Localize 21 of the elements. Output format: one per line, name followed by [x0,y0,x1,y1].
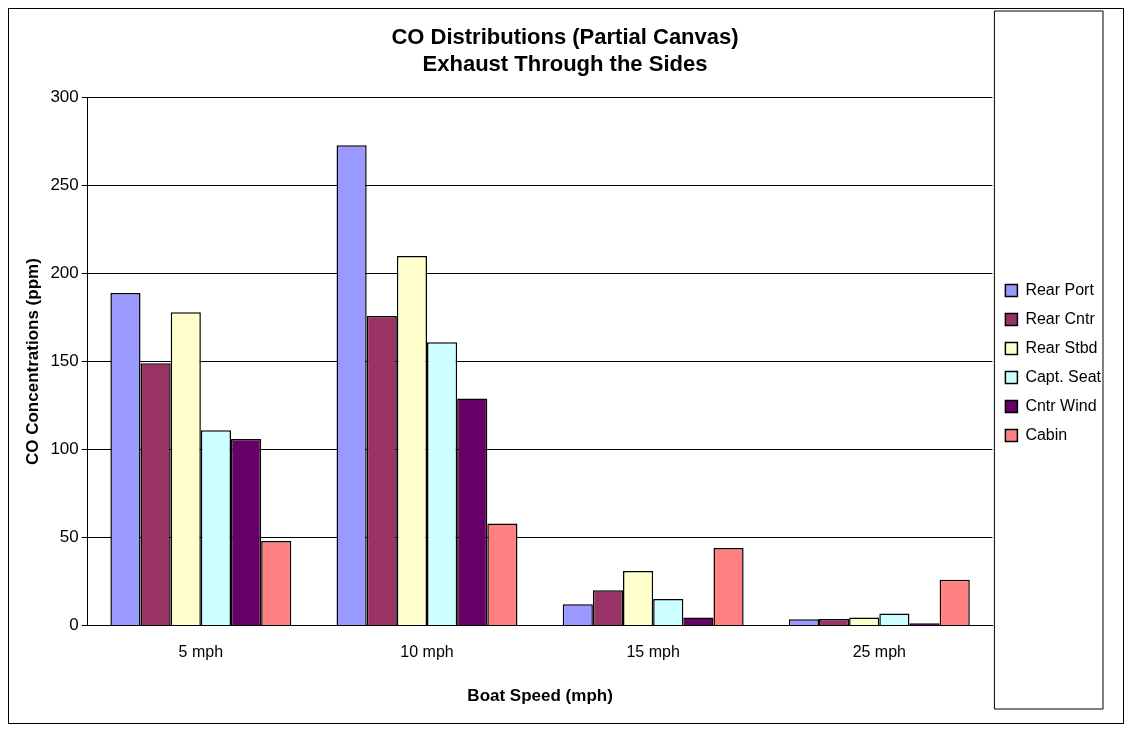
y-tick-label: 300 [50,87,79,107]
y-tick-label: 50 [59,527,79,547]
y-tick-label: 150 [50,351,79,371]
x-tick-label: 5 mph [178,643,224,661]
chart-subtitle: Exhaust Through the Sides [422,50,708,76]
x-tick-label: 25 mph [852,643,907,661]
legend-label: Cntr Wind [1025,396,1097,414]
legend-label: Capt. Seat [1025,367,1102,385]
y-tick-label: 200 [50,263,79,283]
legend-label: Rear Stbd [1025,338,1098,356]
chart-title: CO Distributions (Partial Canvas) [391,24,739,50]
x-axis-title: Boat Speed (mph) [467,686,613,706]
y-tick-label: 250 [50,175,79,195]
y-tick-label: 100 [50,439,79,459]
x-tick-label: 10 mph [400,643,454,661]
legend-label: Cabin [1025,425,1068,443]
legend-label: Rear Port [1025,280,1095,298]
y-tick-label: 0 [69,615,79,635]
x-tick-label: 15 mph [626,643,680,661]
y-axis-title: CO Concentrations (ppm) [22,258,42,466]
legend-label: Rear Cntr [1025,309,1096,327]
